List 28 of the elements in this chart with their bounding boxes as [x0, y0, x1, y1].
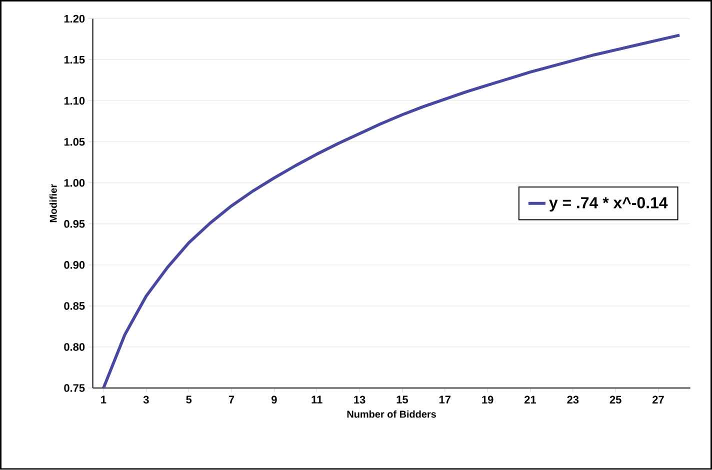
y-tick-label: 0.75 [64, 384, 85, 392]
y-tick-label: 0.85 [64, 302, 85, 310]
x-tick-label: 19 [482, 396, 494, 404]
line-series [102, 34, 682, 388]
x-tick-label: 13 [354, 396, 366, 404]
x-tick-label: 15 [396, 396, 408, 404]
x-tick-label: 27 [652, 396, 664, 404]
x-tick-label: 7 [228, 396, 234, 404]
x-tick-label: 3 [143, 396, 149, 404]
x-axis-title: Number of Bidders [347, 410, 436, 418]
legend-label: y = .74 * x^-0.14 [549, 197, 668, 212]
y-tick-label: 1.00 [64, 179, 85, 187]
x-tick-label: 21 [524, 396, 536, 404]
y-tick-label: 1.05 [64, 138, 85, 146]
y-tick-label: 1.10 [64, 97, 85, 105]
y-tick-label: 1.15 [64, 56, 85, 64]
x-tick-label: 25 [610, 396, 622, 404]
x-tick-label: 23 [567, 396, 579, 404]
x-tick-label: 11 [312, 396, 322, 404]
x-tick-label: 9 [272, 396, 277, 404]
x-tick-label: 5 [186, 396, 192, 404]
y-tick-label: 0.80 [64, 343, 85, 351]
y-tick-label: 1.20 [64, 14, 85, 23]
x-tick-label: 1 [101, 396, 106, 404]
y-tick-label: 0.95 [64, 220, 85, 228]
y-axis-title: Modifier [50, 184, 57, 222]
y-tick-label: 0.90 [64, 261, 85, 269]
x-tick-label: 17 [439, 396, 450, 404]
